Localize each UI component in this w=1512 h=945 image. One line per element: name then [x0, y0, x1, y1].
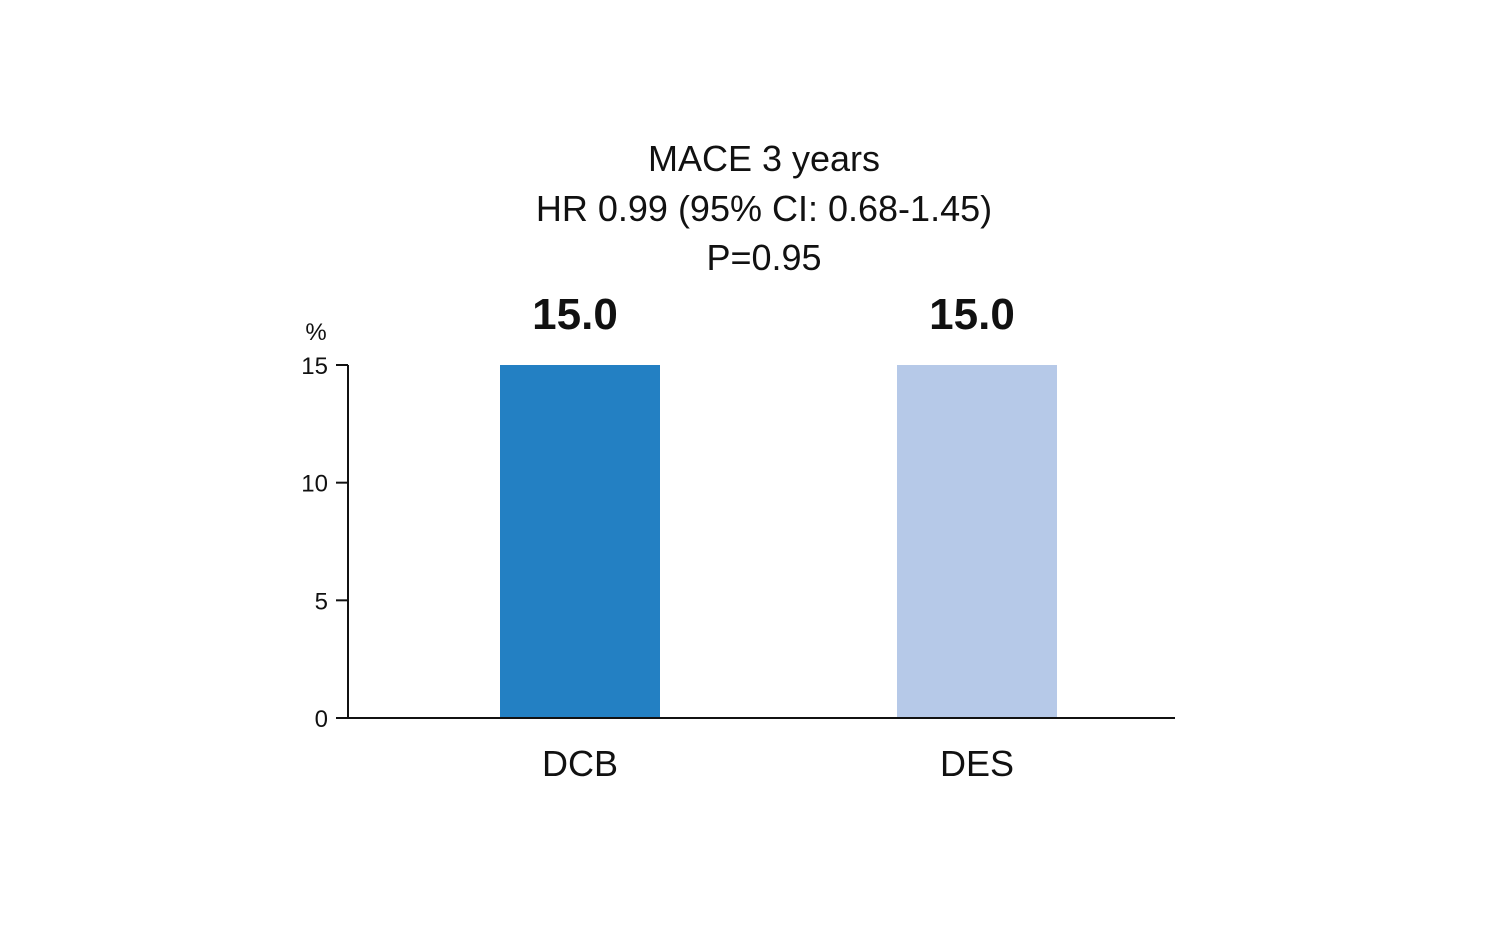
x-axis-labels: DCB DES: [542, 743, 1014, 784]
data-labels: 15.0 15.0: [532, 290, 1015, 339]
bar-series: [500, 365, 1057, 718]
y-tick-label: 5: [315, 588, 328, 615]
y-tick-label: 15: [301, 353, 328, 380]
y-axis-ticks: 0 5 10 15: [301, 353, 348, 733]
y-tick-label: 0: [315, 706, 328, 733]
bar-dcb: [500, 365, 660, 718]
category-label-des: DES: [940, 743, 1014, 784]
y-tick-label: 10: [301, 471, 328, 498]
bar-des: [897, 365, 1057, 718]
title-line-1: MACE 3 years: [648, 138, 880, 179]
category-label-dcb: DCB: [542, 743, 618, 784]
data-label-dcb: 15.0: [532, 290, 618, 339]
data-label-des: 15.0: [929, 290, 1015, 339]
title-line-2: HR 0.99 (95% CI: 0.68-1.45): [536, 188, 992, 229]
title-line-3: P=0.95: [706, 237, 821, 278]
chart-title: MACE 3 years HR 0.99 (95% CI: 0.68-1.45)…: [536, 138, 992, 278]
y-axis-unit-label: %: [305, 319, 326, 346]
